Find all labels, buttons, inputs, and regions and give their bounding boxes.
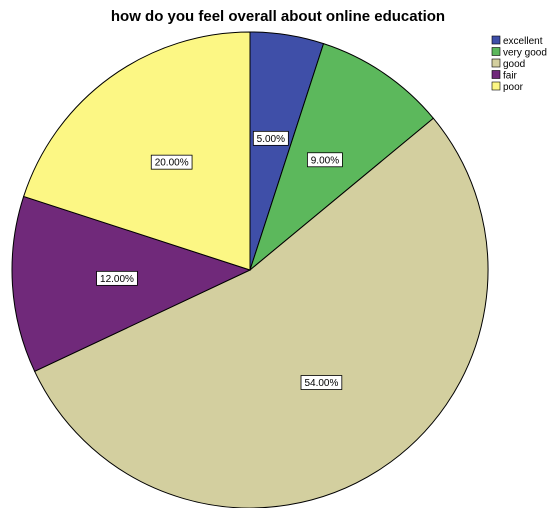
pie-slice-poor <box>23 31 251 271</box>
legend-swatch <box>491 58 501 68</box>
legend-item-very-good: very good <box>491 47 547 59</box>
slice-label-fair: 12.00% <box>96 270 138 286</box>
legend-item-fair: fair <box>491 70 518 82</box>
legend-item-excellent: excellent <box>491 35 543 47</box>
slice-label-poor: 20.00% <box>150 154 193 170</box>
legend-item-good: good <box>491 58 525 70</box>
svg-text:9.00%: 9.00% <box>311 155 339 166</box>
slice-label-very-good: 9.00% <box>307 152 343 168</box>
legend-swatch <box>491 81 501 91</box>
legend-label: poor <box>503 82 524 93</box>
svg-text:5.00%: 5.00% <box>257 134 285 145</box>
legend-swatch <box>491 47 501 56</box>
legend-label: very good <box>503 48 547 59</box>
pie-slices <box>11 31 489 508</box>
legend-swatch <box>491 70 501 79</box>
legend-label: good <box>503 59 525 70</box>
pie-slice-good <box>33 117 489 508</box>
legend-swatch <box>491 35 501 45</box>
slice-label-excellent: 5.00% <box>252 130 289 146</box>
legend-label: excellent <box>503 36 543 47</box>
legend-label: fair <box>503 71 518 82</box>
svg-text:12.00%: 12.00% <box>100 274 134 285</box>
slice-label-good: 54.00% <box>300 375 343 390</box>
slice-labels: 5.00% 9.00% 54.00% 12.00% 20.00% <box>96 130 343 390</box>
svg-text:54.00%: 54.00% <box>304 378 338 389</box>
legend-item-poor: poor <box>491 81 524 93</box>
chart-title: how do you feel overall about online edu… <box>110 8 446 25</box>
svg-text:20.00%: 20.00% <box>155 158 189 169</box>
